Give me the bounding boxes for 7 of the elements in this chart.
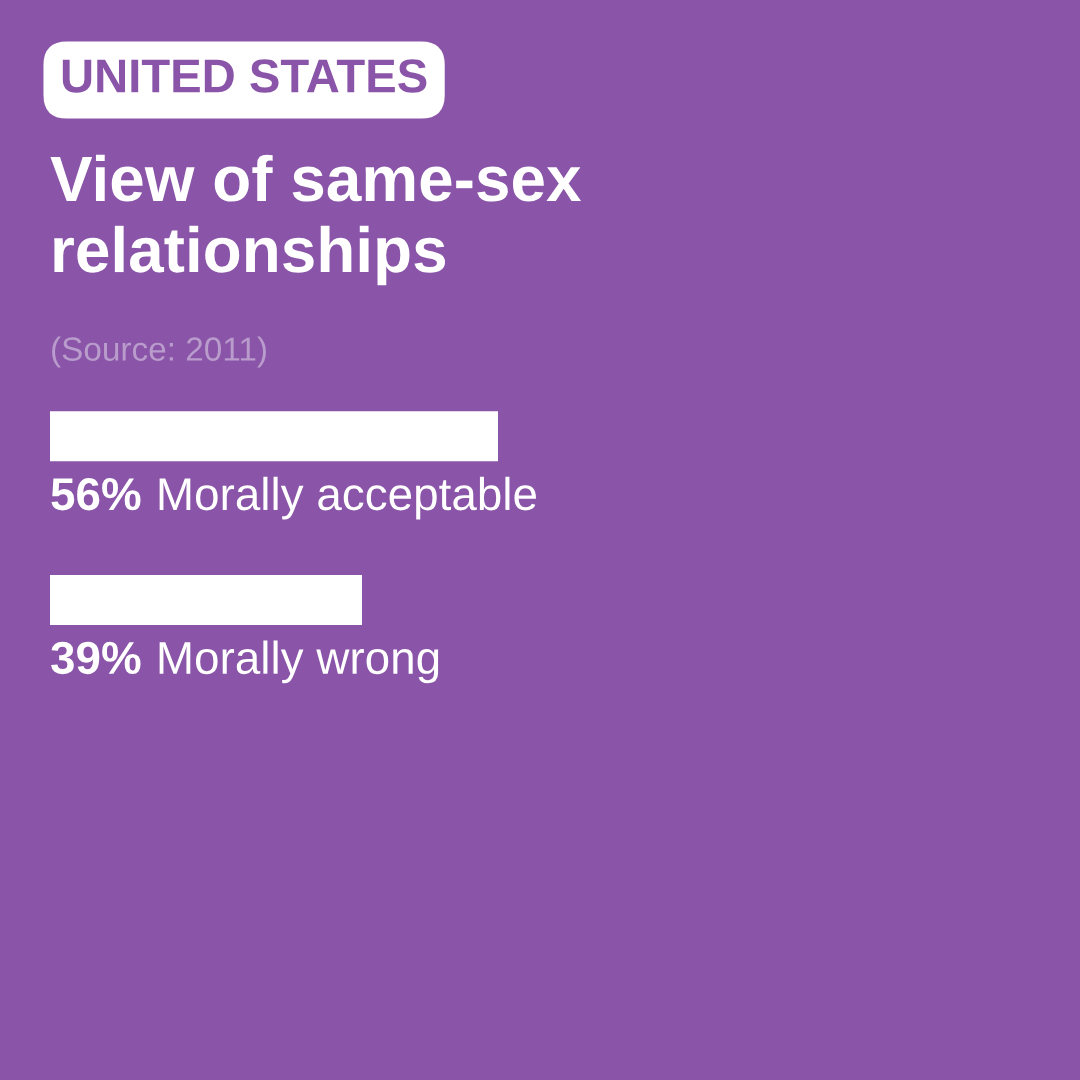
y-tick-label: Morally acceptable [159,476,536,520]
chart-title: View of same-sex relationships [50,154,582,286]
text: UNITED STATES [62,59,427,93]
y-tick-label: Morally wrong [159,640,439,684]
text: (Source: 2011) [52,336,266,368]
data-label: 39% [51,641,141,675]
data-label: 56% [51,477,141,511]
